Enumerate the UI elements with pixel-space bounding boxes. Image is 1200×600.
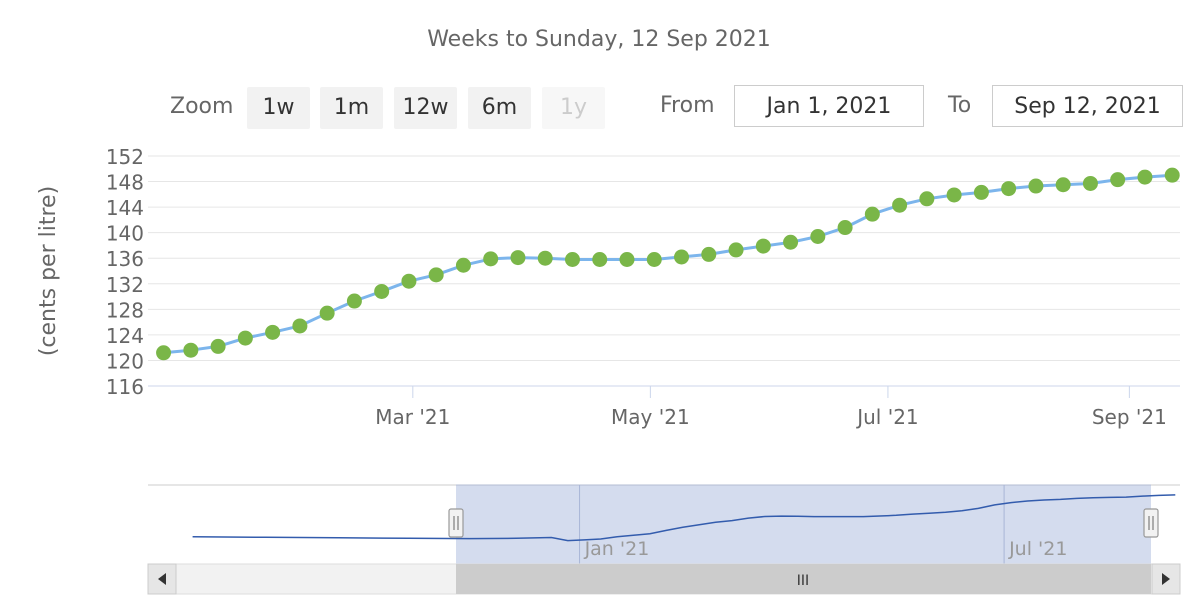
series-line-path bbox=[163, 173, 1173, 355]
data-point-marker[interactable] bbox=[564, 252, 580, 267]
data-point-marker[interactable] bbox=[346, 293, 362, 309]
y-tick-label: 136 bbox=[106, 247, 144, 271]
y-tick-label: 132 bbox=[106, 273, 144, 297]
navigator-selection-mask[interactable] bbox=[456, 485, 1151, 564]
zoom-button-1w[interactable]: 1w bbox=[247, 87, 310, 129]
data-point-marker[interactable] bbox=[156, 345, 172, 361]
data-point-marker[interactable] bbox=[1137, 169, 1153, 185]
scrollbar-right-button[interactable] bbox=[1151, 563, 1181, 595]
data-point-marker[interactable] bbox=[374, 283, 390, 299]
series-markers bbox=[156, 167, 1180, 361]
to-label: To bbox=[948, 93, 972, 118]
zoom-label: Zoom bbox=[170, 94, 234, 119]
data-point-marker[interactable] bbox=[537, 250, 553, 266]
data-point-marker[interactable] bbox=[401, 273, 417, 289]
navigator-series bbox=[192, 494, 1176, 542]
y-axis-title: (cents per litre) bbox=[36, 186, 61, 356]
data-point-marker[interactable] bbox=[837, 220, 853, 236]
data-point-marker[interactable] bbox=[1028, 178, 1044, 194]
x-tick-label: Sep '21 bbox=[1092, 405, 1167, 429]
series-line bbox=[163, 173, 1173, 355]
data-point-marker[interactable] bbox=[319, 305, 335, 321]
data-point-marker[interactable] bbox=[728, 242, 744, 258]
data-point-marker[interactable] bbox=[455, 257, 471, 273]
zoom-button-12w[interactable]: 12w bbox=[394, 87, 457, 129]
data-point-marker[interactable] bbox=[919, 191, 935, 207]
data-point-marker[interactable] bbox=[783, 234, 799, 250]
data-point-marker[interactable] bbox=[183, 342, 199, 358]
navigator-left-handle[interactable] bbox=[448, 508, 464, 538]
from-date-input[interactable]: Jan 1, 2021 bbox=[734, 85, 924, 127]
navigator-ticks: Jan '21 Jul '21 bbox=[579, 485, 1067, 564]
data-point-marker[interactable] bbox=[674, 249, 690, 265]
chevron-right-icon bbox=[1162, 573, 1170, 585]
navigator[interactable]: Jan '21 Jul '21 bbox=[148, 484, 1180, 564]
navigator-tick-label: Jul '21 bbox=[1008, 538, 1067, 560]
data-point-marker[interactable] bbox=[237, 330, 253, 346]
y-tick-label: 128 bbox=[106, 298, 144, 322]
y-tick-label: 144 bbox=[106, 196, 144, 220]
data-point-marker[interactable] bbox=[210, 338, 226, 354]
x-tick-label: Jul '21 bbox=[855, 405, 918, 429]
data-point-marker[interactable] bbox=[701, 246, 717, 262]
data-point-marker[interactable] bbox=[973, 184, 989, 200]
to-date-input[interactable]: Sep 12, 2021 bbox=[992, 85, 1183, 127]
data-point-marker[interactable] bbox=[646, 252, 662, 267]
zoom-button-1y: 1y bbox=[542, 87, 605, 129]
navigator-right-handle[interactable] bbox=[1143, 508, 1159, 538]
y-tick-label: 148 bbox=[106, 171, 144, 195]
y-tick-label: 140 bbox=[106, 222, 144, 246]
zoom-button-6m[interactable]: 6m bbox=[468, 87, 531, 129]
navigator-tick-label: Jan '21 bbox=[584, 538, 650, 560]
data-point-marker[interactable] bbox=[1164, 167, 1180, 183]
data-point-marker[interactable] bbox=[755, 238, 771, 254]
grid-lines bbox=[148, 155, 1180, 387]
data-point-marker[interactable] bbox=[265, 324, 281, 340]
x-axis: Mar '21 May '21 Jul '21 Sep '21 bbox=[375, 386, 1167, 429]
y-tick-label: 120 bbox=[106, 349, 144, 373]
data-point-marker[interactable] bbox=[1110, 172, 1126, 188]
data-point-marker[interactable] bbox=[1055, 177, 1071, 193]
data-point-marker[interactable] bbox=[810, 229, 826, 244]
data-point-marker[interactable] bbox=[1001, 181, 1017, 197]
scrollbar[interactable]: III bbox=[147, 563, 1181, 595]
data-point-marker[interactable] bbox=[592, 252, 608, 267]
x-tick-label: May '21 bbox=[611, 405, 690, 429]
data-point-marker[interactable] bbox=[428, 267, 444, 283]
zoom-button-1m[interactable]: 1m bbox=[320, 87, 383, 129]
data-point-marker[interactable] bbox=[292, 318, 308, 334]
scrollbar-grip: III bbox=[797, 573, 809, 589]
data-point-marker[interactable] bbox=[946, 187, 962, 203]
data-point-marker[interactable] bbox=[510, 250, 526, 266]
scrollbar-thumb[interactable] bbox=[456, 564, 1151, 594]
y-tick-label: 116 bbox=[106, 375, 144, 399]
x-tick-label: Mar '21 bbox=[375, 405, 450, 429]
data-point-marker[interactable] bbox=[892, 197, 908, 213]
chart-subtitle: Weeks to Sunday, 12 Sep 2021 bbox=[427, 27, 771, 52]
y-tick-label: 124 bbox=[106, 324, 144, 348]
data-point-marker[interactable] bbox=[1082, 175, 1098, 191]
data-point-marker[interactable] bbox=[483, 251, 499, 267]
data-point-marker[interactable] bbox=[864, 206, 880, 222]
from-label: From bbox=[660, 93, 715, 118]
chevron-left-icon bbox=[158, 573, 166, 585]
y-tick-label: 152 bbox=[106, 145, 144, 169]
data-point-marker[interactable] bbox=[619, 252, 635, 267]
